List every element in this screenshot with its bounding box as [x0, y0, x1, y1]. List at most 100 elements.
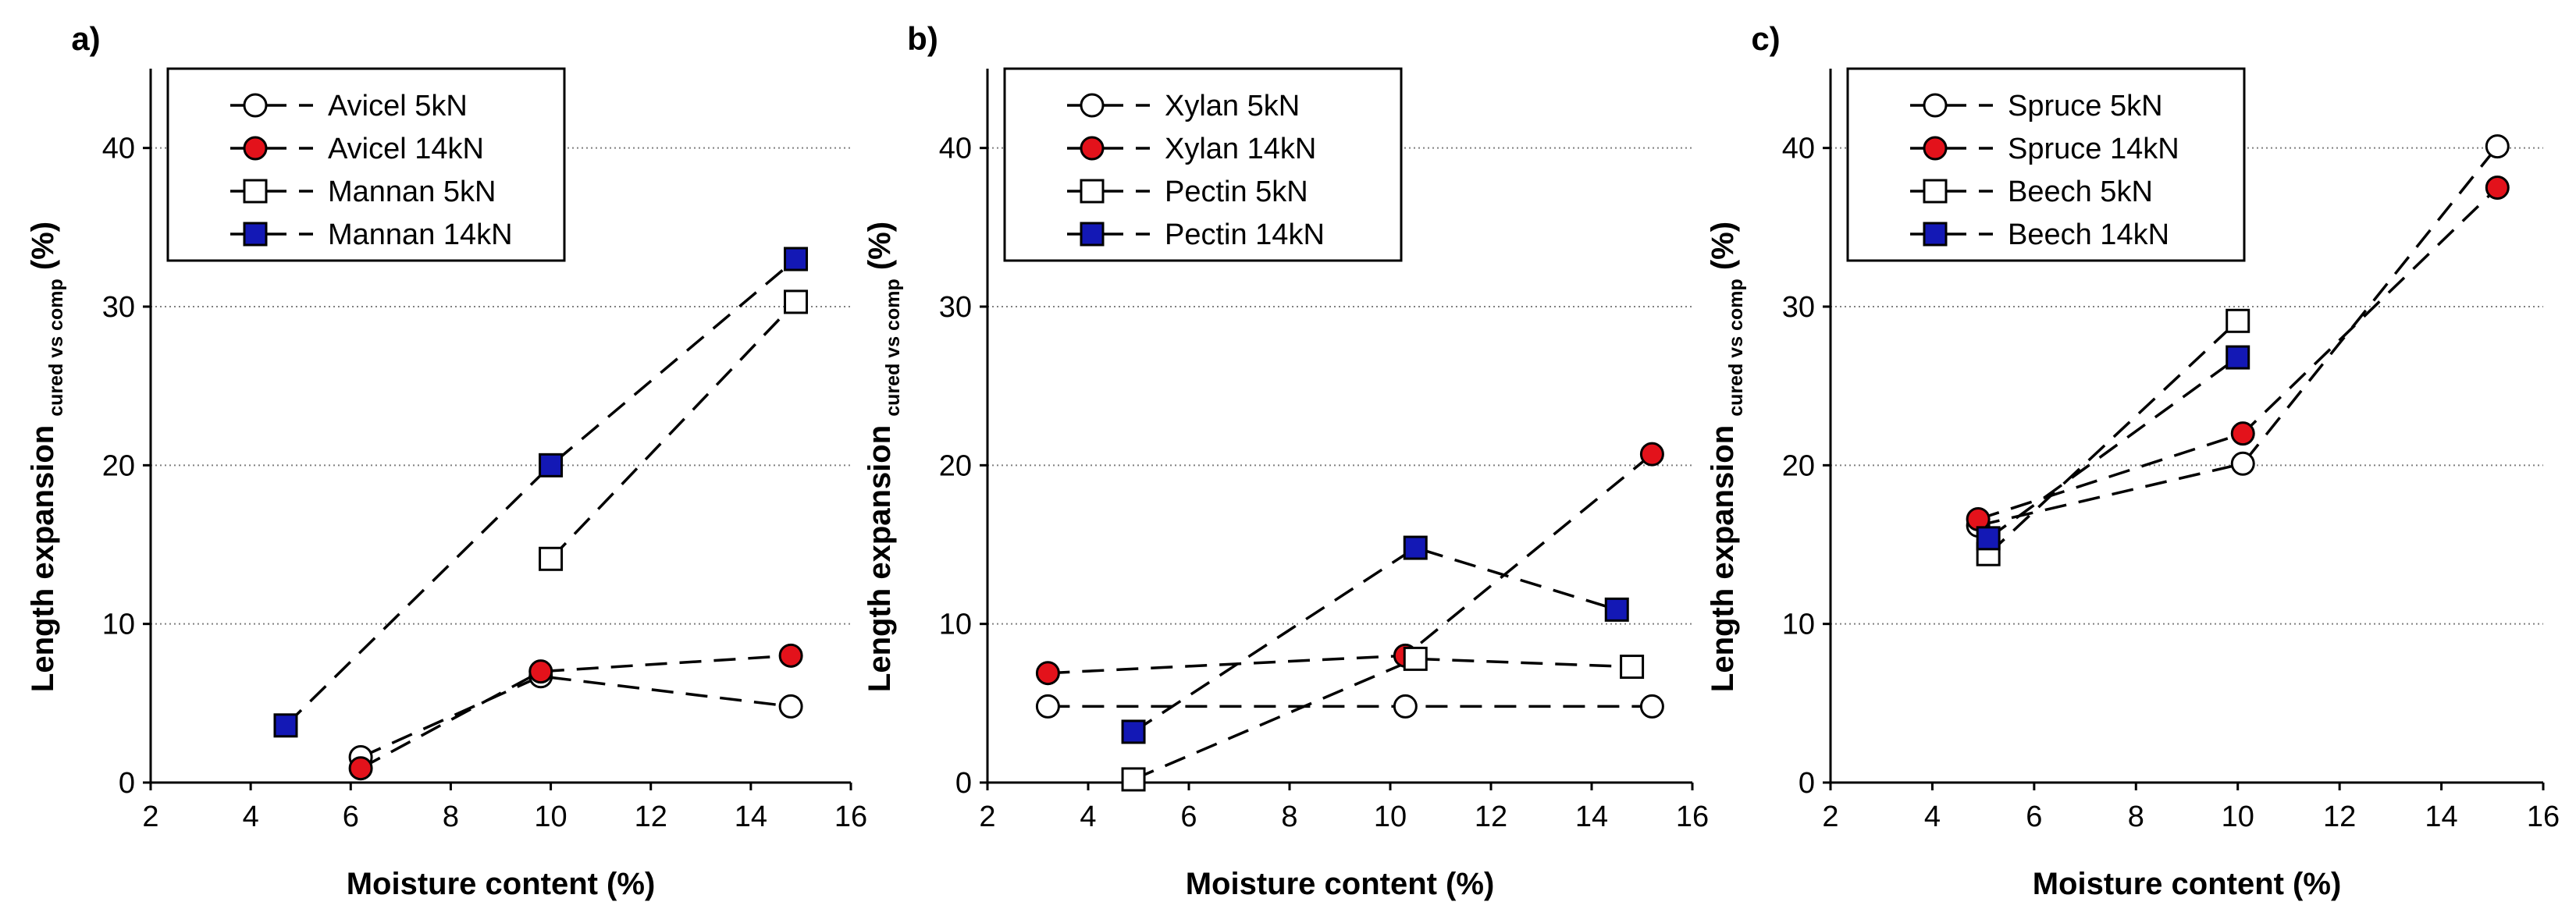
x-axis-title: Moisture content (%): [347, 867, 656, 901]
series-mannan-14kn-point-2: [539, 453, 564, 477]
series-pectin-5kn-point-2: [1403, 646, 1428, 671]
x-tick-label-8: 8: [443, 801, 459, 833]
x-tick-label-8: 8: [1281, 801, 1297, 833]
y-tick-label-0: 0: [955, 767, 972, 800]
legend-mannan-14kn-label: Mannan 14kN: [328, 218, 513, 251]
legend-spruce-14kn-marker: [1923, 136, 1948, 161]
series-pectin-5kn-point-3: [1620, 655, 1645, 680]
series-pectin-14kn-point-2: [1403, 535, 1428, 560]
y-axis-title-unit: (%): [863, 222, 897, 279]
x-tick-label-6: 6: [1180, 801, 1197, 833]
x-tick-label-12: 12: [2323, 801, 2356, 833]
y-axis-title-main: Length expansion: [863, 417, 897, 692]
y-tick-label-10: 10: [939, 609, 972, 641]
y-tick-label-10: 10: [102, 609, 135, 641]
x-tick-label-6: 6: [343, 801, 359, 833]
series-beech-5kn-point-2: [2226, 308, 2250, 333]
legend-pectin-5kn-marker: [1080, 179, 1105, 204]
legend-box: [166, 67, 566, 262]
legend-pectin-5kn-label: Pectin 5kN: [1165, 176, 1308, 208]
legend-beech-14kn-label: Beech 14kN: [2008, 218, 2169, 251]
x-tick-label-2: 2: [142, 801, 158, 833]
series-beech-14kn-point-2: [2226, 345, 2250, 370]
series-mannan-5kn-point-2: [784, 289, 809, 314]
panel-2: 2 4 6 8 10 12 14 16 0 10 20 30 40 Moisture content (%…: [863, 20, 1709, 901]
y-axis-title: Length expansion cured vs comp (%): [1706, 222, 1747, 692]
series-pectin-14kn-point-3: [1604, 597, 1629, 622]
legend-avicel-14kn-marker: [243, 136, 268, 161]
series-spruce-14kn-point-3: [2485, 176, 2510, 200]
series-spruce-5kn-point-2: [2230, 451, 2255, 476]
legend-box: [1003, 67, 1403, 262]
legend-spruce-14kn-label: Spruce 14kN: [2008, 133, 2179, 165]
y-tick-label-30: 30: [1782, 291, 1815, 324]
legend-beech-5kn-label: Beech 5kN: [2008, 176, 2153, 208]
series-pectin-5kn-line: [1133, 657, 1632, 781]
y-axis-title: Length expansion cured vs comp (%): [26, 222, 67, 692]
legend-mannan-14kn-marker: [243, 222, 268, 247]
x-axis-title: Moisture content (%): [2033, 867, 2342, 901]
legend-xylan-5kn-label: Xylan 5kN: [1165, 90, 1300, 122]
y-tick-label-20: 20: [102, 449, 135, 482]
series-avicel-14kn-line: [360, 654, 792, 770]
y-tick-label-0: 0: [119, 767, 135, 800]
y-tick-label-10: 10: [1782, 609, 1815, 641]
series-spruce-14kn-point-2: [2230, 421, 2255, 446]
legend-avicel-5kn-marker: [243, 93, 268, 118]
legend-xylan-5kn-marker: [1080, 93, 1105, 118]
legend-xylan-14kn-label: Xylan 14kN: [1165, 133, 1316, 165]
x-tick-label-12: 12: [1475, 801, 1507, 833]
x-tick-label-4: 4: [1080, 801, 1096, 833]
y-tick-label-40: 40: [102, 133, 135, 165]
x-axis-title: Moisture content (%): [1186, 867, 1495, 901]
series-avicel-14kn-point-2: [528, 659, 553, 684]
series-pectin-5kn-point-1: [1121, 767, 1146, 792]
legend-beech-14kn-marker: [1923, 222, 1948, 247]
x-tick-label-6: 6: [2026, 801, 2042, 833]
x-tick-label-8: 8: [2128, 801, 2144, 833]
series-xylan-5kn-point-3: [1639, 694, 1664, 719]
series-beech-14kn-point-1: [1976, 526, 2001, 551]
series-mannan-5kn-line: [550, 300, 797, 560]
series-mannan-5kn-point-1: [539, 546, 564, 571]
panel-1: 2 4 6 8 10 12 14 16 0 10 20 30 40 Moisture content (%…: [26, 20, 867, 901]
series-xylan-14kn-point-3: [1639, 442, 1664, 467]
legend-pectin-14kn-marker: [1080, 222, 1105, 247]
series-pectin-14kn-point-1: [1121, 719, 1146, 744]
x-tick-label-16: 16: [2527, 801, 2560, 833]
y-tick-label-40: 40: [1782, 133, 1815, 165]
panel-label: c): [1751, 20, 1780, 57]
series-beech-14kn-line: [1987, 356, 2239, 540]
y-tick-label-20: 20: [1782, 449, 1815, 482]
series-spruce-5kn-point-3: [2485, 134, 2510, 159]
y-tick-label-0: 0: [1799, 767, 1815, 800]
series-mannan-14kn-point-3: [784, 247, 809, 272]
legend-pectin-14kn-label: Pectin 14kN: [1165, 218, 1325, 251]
x-tick-label-4: 4: [1924, 801, 1941, 833]
legend-avicel-14kn-label: Avicel 14kN: [328, 133, 484, 165]
series-avicel-5kn-point-3: [778, 694, 803, 719]
y-axis-title-main: Length expansion: [1706, 417, 1740, 692]
y-axis-title-subscript: cured vs comp: [45, 279, 67, 416]
series-mannan-14kn-line: [284, 257, 797, 727]
x-tick-label-2: 2: [1822, 801, 1838, 833]
x-tick-label-14: 14: [2425, 801, 2457, 833]
legend-box: [1846, 67, 2246, 262]
x-tick-label-16: 16: [1676, 801, 1709, 833]
y-tick-label-40: 40: [939, 133, 972, 165]
legend-spruce-5kn-label: Spruce 5kN: [2008, 90, 2163, 122]
x-tick-label-2: 2: [979, 801, 995, 833]
series-beech-5kn-line: [1987, 320, 2239, 556]
panel-label: b): [907, 20, 938, 57]
series-avicel-14kn-point-3: [778, 643, 803, 668]
series-avicel-5kn-line: [360, 674, 792, 759]
y-axis-title-subscript: cured vs comp: [1725, 279, 1747, 416]
legend-beech-5kn-marker: [1923, 179, 1948, 204]
y-axis-title-subscript: cured vs comp: [882, 279, 904, 416]
x-tick-label-14: 14: [1575, 801, 1608, 833]
legend-xylan-14kn-marker: [1080, 136, 1105, 161]
y-tick-label-30: 30: [102, 291, 135, 324]
y-tick-label-20: 20: [939, 449, 972, 482]
